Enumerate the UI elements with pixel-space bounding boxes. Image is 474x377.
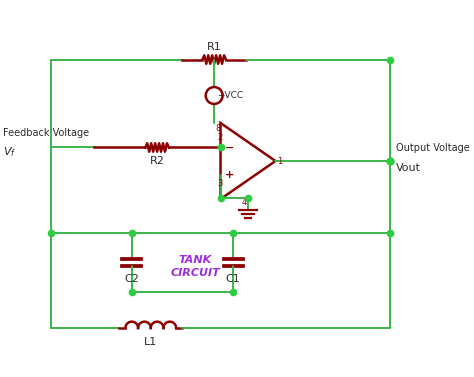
- Text: Output Voltage: Output Voltage: [396, 143, 470, 153]
- Text: +: +: [225, 170, 234, 179]
- Text: L1: L1: [144, 337, 157, 347]
- Text: 3: 3: [217, 179, 223, 188]
- Text: R2: R2: [150, 156, 164, 166]
- Text: C2: C2: [124, 274, 139, 284]
- Text: Vout: Vout: [396, 163, 421, 173]
- Text: 4: 4: [241, 198, 246, 207]
- Text: R1: R1: [207, 42, 221, 52]
- Text: −: −: [225, 143, 234, 152]
- Text: +VCC: +VCC: [217, 91, 243, 100]
- Text: C1: C1: [226, 274, 241, 284]
- Text: $V_f$: $V_f$: [3, 146, 16, 159]
- Text: 1: 1: [277, 156, 283, 166]
- Text: TANK
CIRCUIT: TANK CIRCUIT: [170, 255, 220, 278]
- Text: Feedback Voltage: Feedback Voltage: [3, 128, 89, 138]
- Text: 2: 2: [218, 133, 223, 143]
- Text: 8: 8: [216, 124, 221, 133]
